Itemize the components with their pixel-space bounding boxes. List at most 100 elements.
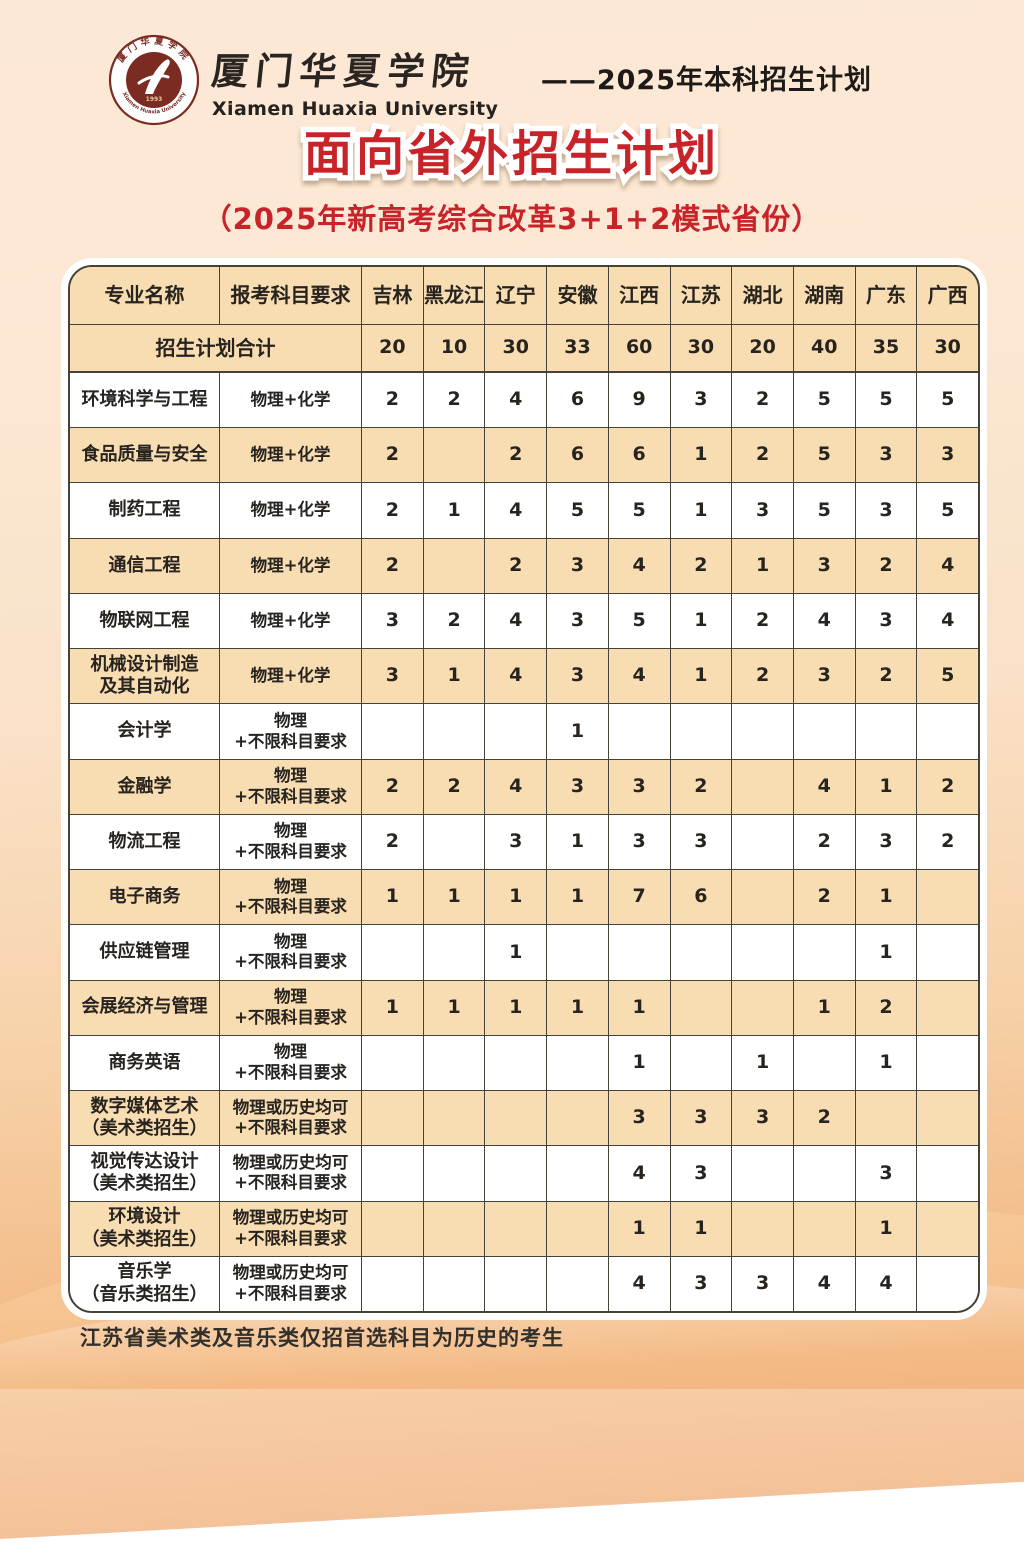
seal-glyph-stroke <box>137 74 170 85</box>
req-cell: 物理+化学 <box>220 538 362 593</box>
table-row: 视觉传达设计 （美术类招生） 物理或历史均可 +不限科目要求 4 3 3 <box>70 1146 978 1202</box>
value-cell: 4 <box>609 538 671 593</box>
table-row: 商务英语 物理 +不限科目要求 1 1 1 <box>70 1035 978 1092</box>
value-cell: 5 <box>609 593 671 649</box>
value-cell <box>424 538 486 593</box>
col-header: 辽宁 <box>485 267 548 324</box>
value-cell <box>609 925 671 980</box>
req-cell: 物理 +不限科目要求 <box>220 1035 362 1091</box>
value-cell: 2 <box>362 814 424 870</box>
table-row: 机械设计制造 及其自动化 物理+化学 3 1 4 3 4 1 2 3 2 5 <box>70 649 978 705</box>
value-cell: 3 <box>732 1256 794 1311</box>
value-cell <box>917 1146 978 1200</box>
value-cell <box>424 1146 486 1201</box>
value-cell: 6 <box>547 428 609 483</box>
value-cell: 3 <box>671 1091 733 1146</box>
value-cell: 2 <box>362 538 424 593</box>
value-cell: 2 <box>856 538 918 593</box>
value-cell <box>732 870 794 925</box>
req-cell: 物理 +不限科目要求 <box>220 814 362 870</box>
main-title: 面向省外招生计划 <box>298 121 721 188</box>
value-cell <box>485 1201 548 1256</box>
value-cell: 2 <box>794 1091 856 1146</box>
value-cell: 2 <box>732 649 794 704</box>
value-cell: 1 <box>424 980 486 1035</box>
value-cell: 1 <box>856 925 918 980</box>
value-cell: 6 <box>547 373 609 428</box>
total-value: 35 <box>856 325 918 371</box>
value-cell <box>917 1257 978 1311</box>
value-cell: 2 <box>794 870 856 925</box>
major-cell: 环境设计 （美术类招生） <box>70 1201 220 1256</box>
value-cell: 1 <box>485 980 548 1035</box>
value-cell <box>485 1256 548 1311</box>
major-cell: 数字媒体艺术 （美术类招生） <box>70 1091 220 1146</box>
value-cell <box>485 704 548 759</box>
value-cell <box>732 1201 794 1256</box>
value-cell <box>424 1091 486 1146</box>
total-value: 33 <box>547 325 609 371</box>
major-cell: 会展经济与管理 <box>70 980 220 1035</box>
value-cell <box>917 925 978 979</box>
table-row: 会展经济与管理 物理 +不限科目要求 1 1 1 1 1 1 2 <box>70 980 978 1036</box>
value-cell: 3 <box>547 538 609 593</box>
value-cell: 3 <box>671 1146 733 1201</box>
col-header: 广东 <box>856 267 918 324</box>
req-cell: 物理或历史均可 +不限科目要求 <box>220 1201 362 1256</box>
university-name-en: Xiamen Huaxia University <box>212 97 499 120</box>
total-value: 20 <box>362 325 424 371</box>
value-cell: 3 <box>609 759 671 814</box>
table-row: 物联网工程 物理+化学 3 2 4 3 5 1 2 4 3 4 <box>70 593 978 650</box>
value-cell <box>917 870 978 924</box>
value-cell <box>732 1146 794 1201</box>
university-brand: 厦门华夏学院 Xiamen Huaxia University 1993 厦门华… <box>108 34 498 126</box>
value-cell <box>424 1201 486 1256</box>
value-cell: 1 <box>671 1201 733 1256</box>
value-cell: 3 <box>609 814 671 870</box>
value-cell: 3 <box>856 814 918 870</box>
value-cell <box>424 428 486 483</box>
value-cell: 1 <box>856 759 918 814</box>
total-value: 40 <box>794 325 856 371</box>
value-cell: 2 <box>856 649 918 704</box>
value-cell: 1 <box>856 1035 918 1091</box>
value-cell <box>732 980 794 1035</box>
value-cell: 2 <box>424 759 486 814</box>
major-cell: 音乐学 （音乐类招生） <box>70 1256 220 1311</box>
value-cell: 5 <box>794 483 856 538</box>
value-cell: 4 <box>485 649 548 704</box>
value-cell <box>917 981 978 1035</box>
value-cell <box>547 1256 609 1311</box>
col-header: 黑龙江 <box>424 267 486 324</box>
value-cell: 2 <box>856 980 918 1035</box>
value-cell: 1 <box>671 428 733 483</box>
req-cell: 物理 +不限科目要求 <box>220 759 362 814</box>
value-cell <box>732 759 794 814</box>
value-cell: 4 <box>794 759 856 814</box>
value-cell: 1 <box>547 980 609 1035</box>
value-cell: 1 <box>671 483 733 538</box>
value-cell: 3 <box>794 538 856 593</box>
value-cell: 3 <box>856 593 918 649</box>
value-cell <box>917 704 978 758</box>
value-cell <box>547 1091 609 1146</box>
table-header-row: 专业名称 报考科目要求 吉林 黑龙江 辽宁 安徽 江西 江苏 湖北 湖南 广东 广西 <box>70 267 978 325</box>
value-cell: 2 <box>485 428 548 483</box>
req-cell: 物理 +不限科目要求 <box>220 980 362 1035</box>
req-cell: 物理+化学 <box>220 483 362 538</box>
value-cell: 2 <box>732 593 794 649</box>
total-value: 30 <box>934 336 961 359</box>
major-cell: 金融学 <box>70 759 220 814</box>
major-cell: 食品质量与安全 <box>70 428 220 483</box>
major-cell: 环境科学与工程 <box>70 373 220 428</box>
value-cell <box>547 1035 609 1091</box>
value-cell: 5 <box>941 664 955 687</box>
req-cell: 物理或历史均可 +不限科目要求 <box>220 1146 362 1201</box>
table-row: 物流工程 物理 +不限科目要求 2 3 1 3 3 2 3 2 <box>70 814 978 871</box>
value-cell: 9 <box>609 373 671 428</box>
value-cell: 3 <box>671 814 733 870</box>
total-row: 招生计划合计 20 10 30 33 60 30 20 40 35 30 <box>70 325 978 373</box>
value-cell: 3 <box>671 373 733 428</box>
value-cell <box>671 1035 733 1091</box>
table-row: 金融学 物理 +不限科目要求 2 2 4 3 3 2 4 1 2 <box>70 759 978 815</box>
